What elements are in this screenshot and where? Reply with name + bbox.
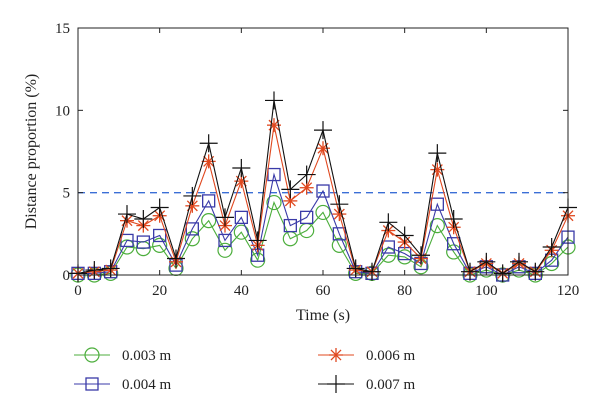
- data-point: [232, 158, 251, 177]
- data-point: [136, 235, 150, 249]
- data-point: [201, 213, 217, 229]
- data-point: [363, 262, 381, 281]
- series-3: [69, 91, 577, 283]
- data-point: [429, 218, 445, 234]
- legend-item: 0.003 m: [74, 347, 172, 364]
- x-tick-label: 20: [152, 283, 167, 299]
- data-point: [85, 261, 104, 280]
- y-tick-label: 10: [55, 103, 70, 119]
- series-1: [71, 167, 575, 282]
- data-point: [265, 91, 283, 110]
- y-tick-label: 0: [63, 268, 71, 284]
- legend-marker: [85, 377, 99, 391]
- data-point: [397, 249, 413, 265]
- data-point: [283, 218, 297, 233]
- legend-marker: [84, 347, 100, 363]
- legend-item: 0.004 m: [74, 377, 172, 393]
- legend-item: 0.006 m: [318, 348, 416, 364]
- data-point: [444, 210, 463, 229]
- data-point: [526, 262, 545, 281]
- x-tick-label: 120: [557, 283, 580, 299]
- legend-label: 0.003 m: [122, 348, 172, 364]
- data-point: [150, 198, 169, 217]
- y-tick-label: 5: [63, 186, 71, 202]
- data-point: [300, 210, 314, 225]
- x-tick-label: 100: [475, 283, 498, 299]
- legend-label: 0.004 m: [122, 377, 172, 393]
- x-axis-label: Time (s): [296, 307, 350, 324]
- data-point: [461, 262, 479, 281]
- data-point: [428, 144, 447, 163]
- data-point: [199, 134, 218, 153]
- data-point: [331, 237, 347, 253]
- data-point: [152, 237, 168, 253]
- data-point: [134, 210, 153, 229]
- tick-layer: 0 20 40 60 80 100 120 0 5 10 15: [55, 21, 579, 299]
- data-point: [477, 252, 496, 271]
- y-tick-label: 15: [55, 21, 70, 37]
- data-point: [184, 231, 200, 247]
- data-point: [216, 208, 234, 227]
- series-layer: [69, 91, 577, 283]
- legend: 0.003 m 0.004 m 0.006 m 0.007 m: [74, 347, 416, 393]
- data-point: [167, 249, 185, 268]
- data-point: [316, 184, 330, 198]
- data-point: [297, 165, 316, 184]
- series-line: [78, 172, 569, 276]
- data-point: [202, 194, 216, 208]
- x-tick-label: 0: [74, 283, 82, 299]
- data-point: [395, 226, 414, 245]
- data-point: [380, 247, 396, 263]
- data-point: [446, 244, 462, 260]
- legend-marker: [327, 375, 345, 393]
- data-point: [234, 210, 248, 225]
- x-tick-label: 40: [234, 283, 249, 299]
- y-axis-label: Distance proportion (%): [23, 74, 40, 230]
- legend-marker: [329, 348, 343, 362]
- data-point: [412, 246, 430, 265]
- data-point: [314, 121, 332, 140]
- x-tick-label: 80: [397, 283, 412, 299]
- data-point: [233, 224, 249, 240]
- data-point: [315, 204, 331, 221]
- legend-label: 0.006 m: [366, 348, 416, 364]
- data-point: [153, 228, 167, 243]
- data-point: [185, 222, 199, 236]
- data-point: [218, 233, 232, 248]
- data-point: [346, 259, 365, 278]
- data-point: [267, 167, 281, 182]
- data-point: [330, 195, 349, 214]
- data-point: [217, 242, 233, 258]
- data-point: [266, 194, 282, 211]
- data-point: [379, 213, 398, 232]
- data-point: [248, 231, 267, 250]
- legend-label: 0.007 m: [366, 377, 416, 393]
- data-point: [493, 264, 512, 283]
- x-tick-label: 60: [316, 283, 331, 299]
- data-point: [183, 186, 202, 205]
- data-point: [510, 252, 528, 271]
- data-point: [281, 180, 300, 199]
- series-2: [71, 118, 575, 281]
- data-point: [542, 238, 561, 257]
- legend-item: 0.007 m: [318, 375, 416, 393]
- data-point: [101, 259, 120, 278]
- data-point: [118, 205, 136, 224]
